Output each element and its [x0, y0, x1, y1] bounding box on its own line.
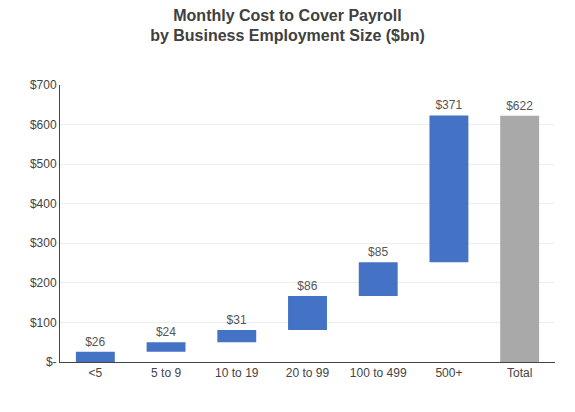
- svg-text:500+: 500+: [435, 366, 462, 380]
- svg-text:$200: $200: [30, 276, 57, 290]
- svg-text:$100: $100: [30, 316, 57, 330]
- svg-text:5 to 9: 5 to 9: [151, 366, 181, 380]
- svg-text:$700: $700: [30, 78, 57, 92]
- svg-text:$85: $85: [368, 245, 388, 259]
- svg-text:$300: $300: [30, 236, 57, 250]
- svg-text:$31: $31: [227, 313, 247, 327]
- svg-text:$26: $26: [85, 335, 105, 349]
- svg-text:Total: Total: [507, 366, 532, 380]
- svg-text:<5: <5: [89, 366, 103, 380]
- svg-text:Monthly Cost to Cover Payrollb: Monthly Cost to Cover Payrollby Business…: [150, 7, 425, 45]
- svg-text:$-: $-: [46, 355, 57, 369]
- svg-text:100 to 499: 100 to 499: [350, 366, 407, 380]
- svg-text:$600: $600: [30, 118, 57, 132]
- svg-text:$400: $400: [30, 197, 57, 211]
- svg-text:10 to 19: 10 to 19: [215, 366, 259, 380]
- svg-text:$24: $24: [156, 325, 176, 339]
- svg-text:$86: $86: [297, 279, 317, 293]
- svg-text:$500: $500: [30, 157, 57, 171]
- svg-text:$622: $622: [506, 99, 533, 113]
- svg-text:20 to 99: 20 to 99: [286, 366, 330, 380]
- svg-text:$371: $371: [435, 98, 462, 112]
